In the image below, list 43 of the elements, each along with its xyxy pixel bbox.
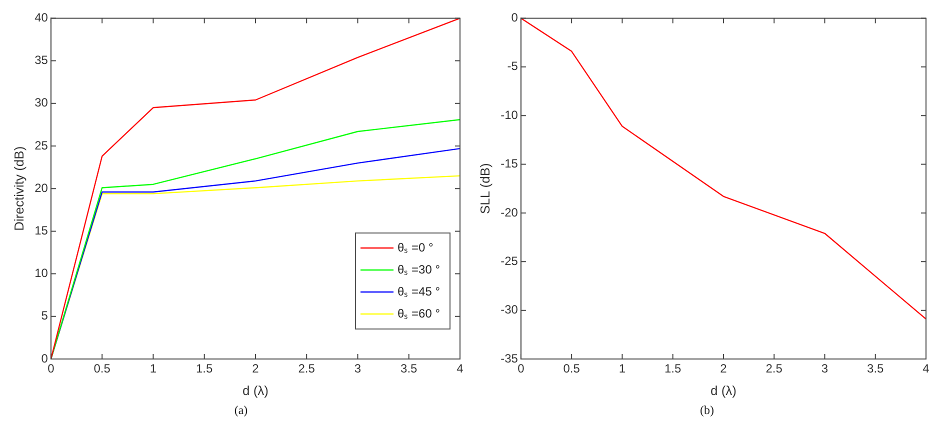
- y-tick-label: 0: [41, 351, 48, 366]
- x-axis-title: d (λ): [242, 382, 268, 398]
- x-tick-label: 2.5: [298, 362, 316, 376]
- y-tick-label: -25: [500, 254, 518, 268]
- x-tick-label: 3.5: [400, 362, 418, 376]
- y-tick-label: -15: [500, 156, 518, 171]
- x-tick-label: 4: [456, 362, 464, 376]
- text: (b): [699, 403, 715, 418]
- x-tick-label: 1: [150, 362, 157, 376]
- x-tick-label: 0.5: [94, 362, 111, 376]
- y-tick-label: 15: [34, 224, 48, 238]
- legend-label: θₛ =30 °: [398, 262, 440, 276]
- x-axis-title: d (λ): [710, 382, 736, 398]
- y-tick-label: 20: [34, 180, 48, 195]
- x-tick-label: 3: [821, 362, 828, 376]
- y-axis-title: Directivity (dB): [11, 146, 26, 231]
- x-tick-label: 2: [720, 362, 728, 376]
- y-tick-label: 5: [41, 308, 48, 323]
- y-tick-label: 40: [34, 10, 48, 25]
- y-axis-title: SLL (dB): [477, 163, 492, 214]
- y-tick-label: 10: [34, 266, 48, 280]
- x-tick-label: 1.5: [664, 362, 682, 376]
- x-tick-label: 0.5: [563, 362, 580, 376]
- y-tick-label: -35: [500, 351, 518, 366]
- y-tick-label: 0: [511, 10, 518, 25]
- y-tick-label: -20: [500, 205, 518, 220]
- x-tick-label: 2: [252, 362, 260, 376]
- legend-label: θₛ =45 °: [398, 284, 440, 298]
- x-tick-label: 1.5: [196, 362, 214, 376]
- y-tick-label: 35: [34, 53, 48, 68]
- y-tick-label: 30: [34, 96, 48, 110]
- legend-label: θₛ =0 °: [398, 240, 434, 254]
- y-tick-label: -10: [500, 108, 518, 122]
- x-tick-label: 2.5: [766, 362, 783, 376]
- x-tick-label: 3: [354, 362, 362, 376]
- text: (a): [233, 403, 249, 418]
- y-tick-label: 25: [34, 138, 48, 152]
- x-tick-label: 1: [618, 362, 626, 376]
- legend-label: θₛ =60 °: [398, 306, 440, 320]
- y-tick-label: -30: [500, 302, 518, 317]
- x-tick-label: 4: [922, 362, 930, 376]
- x-tick-label: 3.5: [867, 362, 884, 376]
- y-tick-label: -5: [507, 59, 518, 74]
